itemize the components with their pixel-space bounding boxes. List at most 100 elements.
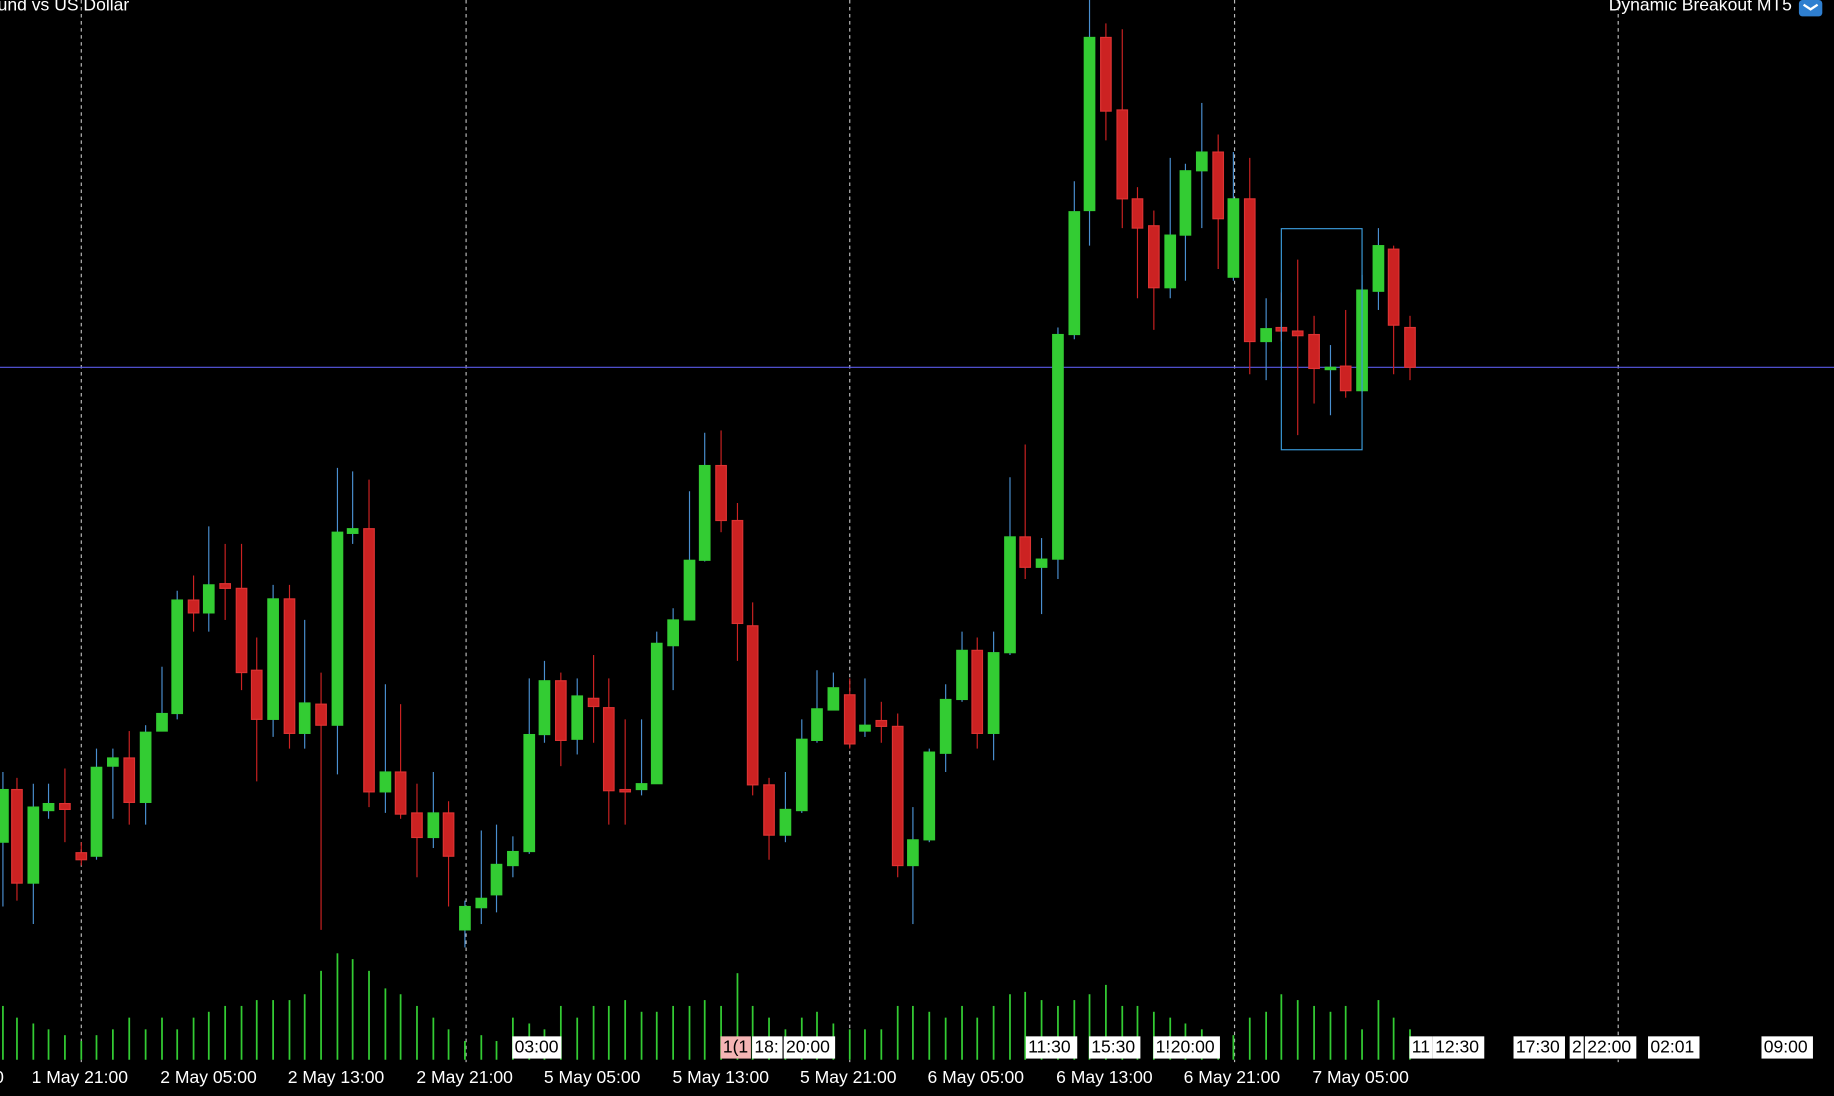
time-tag: 15:30 xyxy=(1091,1037,1135,1057)
candle-body xyxy=(923,751,936,841)
candle-body xyxy=(554,680,567,741)
time-tag: 20:00 xyxy=(1171,1037,1215,1057)
time-tags: 03:00 1(1 18: 20:00 11:30 15:30 1! 20:00 11 12:30… xyxy=(512,1036,1813,1059)
time-tag-box xyxy=(1584,1036,1637,1059)
candle-body xyxy=(283,598,296,734)
candle-body xyxy=(875,719,888,727)
time-tag: 09:00 xyxy=(1764,1037,1808,1057)
candle-body xyxy=(1387,248,1400,326)
candles xyxy=(0,0,1416,948)
candle-body xyxy=(1148,225,1160,289)
time-tag-box xyxy=(1513,1036,1565,1059)
candle-body xyxy=(859,724,871,732)
time-label: 5 May 13:00 xyxy=(673,1067,770,1087)
candle-body xyxy=(1164,234,1177,289)
candle-body xyxy=(1324,366,1337,371)
candle-body xyxy=(459,905,471,931)
time-tag: 20:00 xyxy=(786,1037,830,1057)
candle-body xyxy=(939,698,952,754)
candle-body xyxy=(1052,333,1064,560)
candle-body xyxy=(267,598,279,720)
time-tag-box xyxy=(1168,1036,1220,1059)
time-tag: 02:01 xyxy=(1650,1037,1694,1057)
time-label: 2 May 21:00 xyxy=(416,1067,513,1087)
candle-body xyxy=(379,771,392,793)
time-label: 5 May 21:00 xyxy=(800,1067,897,1087)
candle-body xyxy=(11,788,23,884)
candle-body xyxy=(171,599,184,715)
time-label: 2 May 13:00 xyxy=(288,1067,385,1087)
time-tag: 18: xyxy=(754,1037,778,1057)
candle-body xyxy=(1019,536,1032,568)
candle-body xyxy=(891,725,904,867)
candle-body xyxy=(202,584,215,614)
candle-body xyxy=(442,812,455,857)
time-tag: 12:30 xyxy=(1435,1037,1479,1057)
time-tag-box xyxy=(1432,1036,1485,1059)
candle-body xyxy=(1116,109,1129,200)
candle-body xyxy=(235,587,248,674)
indicator-name: Dynamic Breakout MT5 xyxy=(1609,0,1792,14)
candle-body xyxy=(1243,198,1256,343)
time-tag: 11:30 xyxy=(1028,1037,1071,1057)
time-tag-box xyxy=(1409,1036,1433,1059)
time-tag-box xyxy=(1088,1036,1141,1059)
candle-body xyxy=(843,694,856,745)
time-label: 6 May 13:00 xyxy=(1056,1067,1153,1087)
candle-body xyxy=(779,808,792,836)
candle-body xyxy=(811,708,823,741)
candle-body xyxy=(427,812,440,839)
candle-body xyxy=(1372,245,1385,292)
time-label: 6 May 21:00 xyxy=(1184,1067,1281,1087)
candle-body xyxy=(1212,151,1225,220)
candle-body xyxy=(1227,198,1240,278)
candle-body xyxy=(667,619,679,647)
indicator-icon xyxy=(1798,0,1823,17)
time-label: 1 May 21:00 xyxy=(32,1067,129,1087)
candle-body xyxy=(619,788,632,793)
time-tag-box xyxy=(1569,1036,1584,1059)
time-tag: 03:00 xyxy=(515,1037,559,1057)
time-tag-box xyxy=(1153,1036,1170,1059)
time-label: 5 May 05:00 xyxy=(544,1067,641,1087)
candle-body xyxy=(363,528,375,793)
candle-body xyxy=(795,738,808,812)
candle-body xyxy=(1100,36,1112,112)
candle-body xyxy=(1035,558,1048,568)
candle-body xyxy=(746,625,759,786)
time-tag-box xyxy=(1761,1036,1813,1059)
time-tag: 11 xyxy=(1412,1037,1430,1057)
breakout-box xyxy=(1280,228,1363,451)
candle-body xyxy=(123,757,136,803)
time-tag-box xyxy=(720,1036,751,1059)
candle-body xyxy=(139,731,152,803)
candle-body xyxy=(1195,151,1208,172)
candle-body xyxy=(763,784,775,836)
candle-body xyxy=(298,702,311,734)
time-axis: 0 1 May 21:00 2 May 05:00 2 May 13:00 2 May … xyxy=(0,1067,1409,1087)
candle-body xyxy=(538,680,551,736)
candle-body xyxy=(907,839,919,867)
candle-body xyxy=(315,703,327,726)
candle-body xyxy=(156,712,168,732)
candle-body xyxy=(27,806,40,884)
candle-body xyxy=(827,687,840,711)
candle-body xyxy=(490,863,503,896)
candle-body xyxy=(219,583,232,589)
time-tag: 22:00 xyxy=(1587,1037,1631,1057)
candle-body xyxy=(971,649,984,734)
candle-body xyxy=(0,788,9,843)
time-label: 0 xyxy=(0,1067,4,1087)
candle-body xyxy=(1004,536,1016,654)
candle-body xyxy=(1068,211,1081,336)
candle-body xyxy=(507,850,519,867)
candle-body xyxy=(698,464,711,561)
time-label: 2 May 05:00 xyxy=(160,1067,257,1087)
candle-body xyxy=(75,852,88,861)
candle-body xyxy=(1083,36,1096,212)
candle-body xyxy=(1339,365,1352,392)
candle-body xyxy=(59,802,71,811)
time-tag-box xyxy=(752,1036,783,1059)
